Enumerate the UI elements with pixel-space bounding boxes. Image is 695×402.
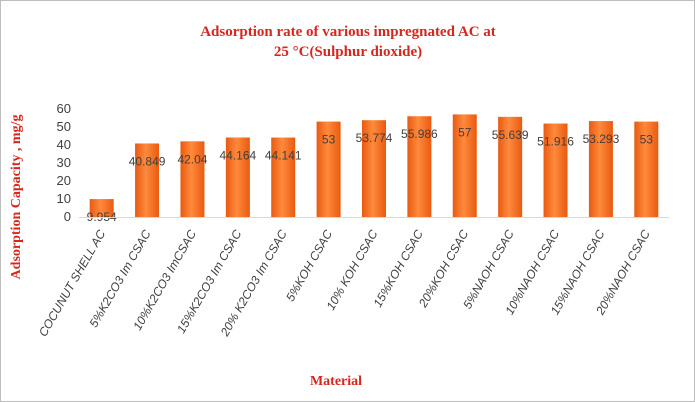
data-label: 42.04 bbox=[177, 152, 207, 166]
bar bbox=[316, 121, 341, 217]
bar bbox=[180, 141, 205, 217]
bar bbox=[634, 121, 659, 217]
data-label: 55.986 bbox=[401, 127, 438, 141]
x-axis: COCUNUT SHELL AC5%K2CO3 Im CSAC10%K2CO3 … bbox=[36, 227, 653, 339]
y-tick-label: 60 bbox=[57, 101, 71, 116]
chart-title-line-1: Adsorption rate of various impregnated A… bbox=[200, 24, 496, 40]
data-label: 51.916 bbox=[537, 135, 574, 149]
bar bbox=[89, 199, 114, 217]
x-tick-label: 5%KOH CSAC bbox=[283, 227, 335, 304]
bars bbox=[89, 114, 659, 217]
y-tick-label: 30 bbox=[57, 155, 71, 170]
data-label: 57 bbox=[458, 125, 472, 139]
bar bbox=[452, 114, 477, 217]
data-label: 40.849 bbox=[129, 154, 166, 168]
data-label: 44.164 bbox=[219, 149, 256, 163]
x-axis-title: Material bbox=[310, 374, 362, 389]
bar bbox=[498, 116, 523, 217]
data-label: 53 bbox=[322, 133, 336, 147]
data-label: 53 bbox=[640, 133, 654, 147]
bar bbox=[588, 121, 613, 217]
bar bbox=[225, 137, 250, 217]
y-tick-label: 20 bbox=[57, 173, 71, 188]
data-label: 44.141 bbox=[265, 149, 302, 163]
x-tick-label: 15%KOH CSAC bbox=[371, 227, 427, 309]
data-label: 53.774 bbox=[356, 131, 393, 145]
data-label: 55.639 bbox=[492, 128, 529, 142]
data-label: 53.293 bbox=[583, 132, 620, 146]
bar bbox=[135, 143, 160, 217]
y-axis-title: Adsorption Capacity , mg/g bbox=[9, 115, 24, 280]
y-tick-label: 0 bbox=[64, 209, 71, 224]
bar bbox=[407, 116, 432, 217]
y-tick-label: 10 bbox=[57, 191, 71, 206]
chart-title-line-2: 25 °C(Sulphur dioxide) bbox=[274, 44, 422, 60]
y-tick-label: 40 bbox=[57, 137, 71, 152]
bar bbox=[543, 123, 568, 217]
y-axis: 0 10 20 30 40 50 60 bbox=[57, 101, 71, 224]
y-tick-label: 50 bbox=[57, 119, 71, 134]
bar bbox=[362, 120, 386, 217]
bar bbox=[271, 137, 296, 217]
